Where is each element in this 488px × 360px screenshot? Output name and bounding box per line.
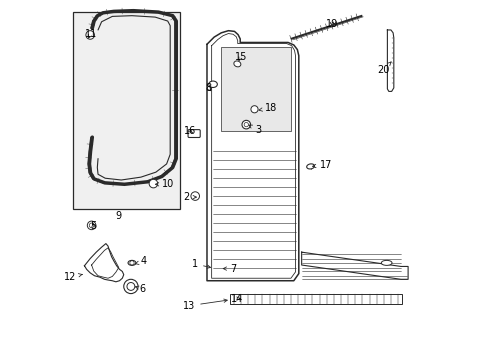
Ellipse shape	[381, 260, 391, 265]
Circle shape	[190, 192, 199, 201]
Circle shape	[149, 179, 157, 188]
Circle shape	[87, 221, 96, 230]
Text: 11: 11	[84, 29, 97, 39]
Text: 4: 4	[135, 256, 147, 266]
Circle shape	[242, 120, 250, 129]
Circle shape	[123, 279, 138, 294]
Ellipse shape	[306, 164, 314, 169]
Text: 17: 17	[312, 160, 331, 170]
Text: 13: 13	[183, 299, 227, 311]
Text: 8: 8	[205, 83, 211, 93]
Ellipse shape	[208, 81, 217, 87]
Circle shape	[86, 31, 94, 39]
Text: 7: 7	[223, 264, 236, 274]
Text: 20: 20	[376, 62, 390, 75]
Text: 10: 10	[155, 179, 174, 189]
Ellipse shape	[233, 61, 241, 67]
Text: 19: 19	[325, 18, 338, 28]
Text: 1: 1	[192, 259, 210, 269]
Ellipse shape	[128, 260, 136, 265]
Text: 16: 16	[183, 126, 196, 136]
Bar	[230, 294, 401, 304]
Text: 6: 6	[135, 284, 145, 294]
Bar	[73, 12, 180, 208]
Text: 5: 5	[90, 221, 96, 231]
Bar	[221, 47, 290, 131]
Text: 18: 18	[259, 103, 277, 113]
Text: 2: 2	[183, 192, 196, 202]
Text: 3: 3	[248, 125, 261, 135]
Text: 15: 15	[234, 52, 246, 62]
Text: 9: 9	[116, 211, 122, 221]
Text: 12: 12	[64, 272, 82, 282]
FancyBboxPatch shape	[188, 130, 200, 138]
Text: 14: 14	[230, 294, 243, 303]
Circle shape	[250, 106, 258, 113]
